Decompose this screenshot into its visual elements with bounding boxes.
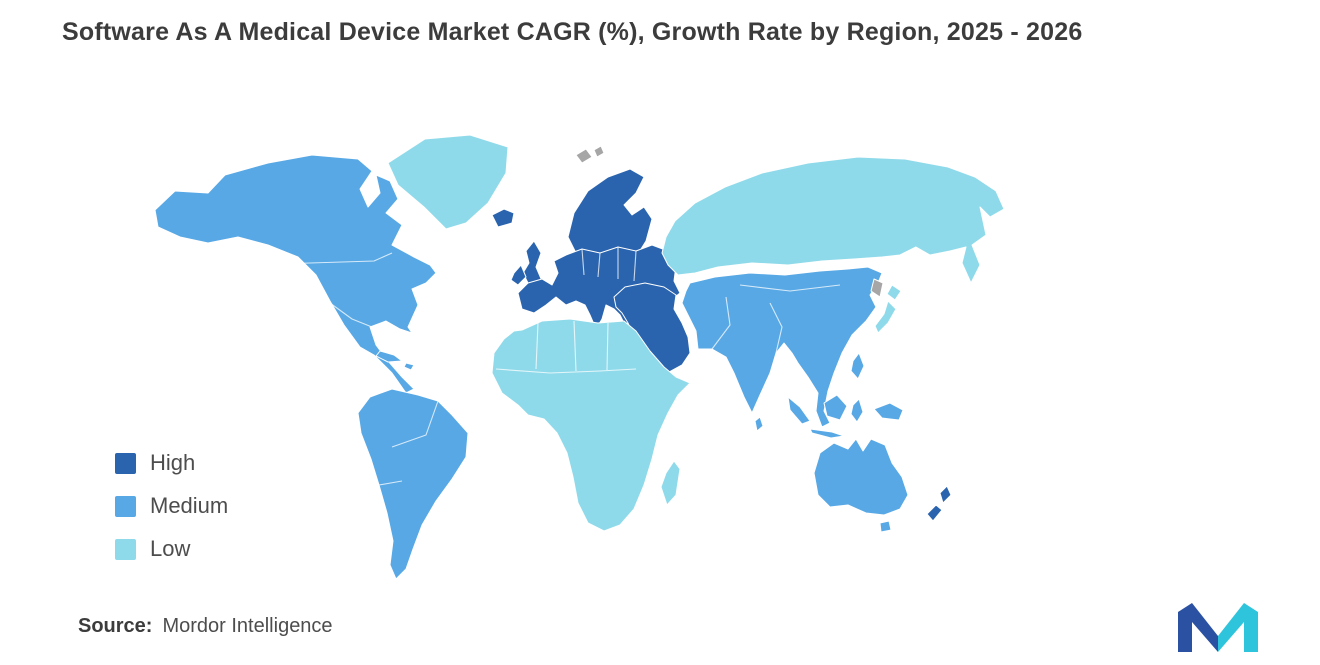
logo-left-diagonal [1192,603,1218,652]
logo-right-bar [1244,603,1258,652]
region-greenland [387,134,509,230]
region-japan-honshu [874,300,897,334]
region-new-zealand-north [939,485,952,504]
region-sri-lanka [754,416,764,432]
source-value: Mordor Intelligence [162,615,333,637]
region-new-guinea [873,402,904,421]
region-asia [681,266,883,428]
source-label: Source: [78,615,153,637]
region-madagascar [660,460,681,506]
region-ireland [510,264,527,286]
legend-label-medium: Medium [150,493,229,518]
region-north-america [154,154,437,394]
region-svalbard-nodata-2 [593,145,605,158]
legend-swatch-low [115,538,136,560]
region-philippines [850,352,865,380]
region-south-america [357,388,469,580]
chart-title: Software As A Medical Device Market CAGR… [62,18,1083,46]
region-new-zealand-south [926,504,943,522]
region-australia [813,438,909,516]
country-borders [241,247,841,486]
region-borneo [823,394,848,421]
legend-swatch-medium [115,495,136,517]
region-russia-north-asia [661,156,1005,284]
logo-left-bar [1178,603,1192,652]
legend: High Medium Low [115,450,228,579]
region-cuba [375,350,403,363]
region-java [809,428,845,439]
world-map [130,115,1030,585]
region-korea-nodata [870,278,884,298]
region-japan-hokkaido [886,284,902,301]
region-middle-east [613,282,691,378]
mordor-intelligence-logo [1176,596,1260,654]
region-sulawesi [850,398,864,423]
region-tasmania [879,520,892,533]
region-svalbard-nodata [575,148,593,164]
source-row: Source: Mordor Intelligence [78,615,333,638]
legend-swatch-high [115,452,136,474]
legend-item-medium: Medium [115,493,228,519]
logo-right-diagonal [1218,603,1244,652]
region-iceland [491,208,515,228]
region-sumatra [787,396,811,425]
legend-label-low: Low [150,536,191,561]
legend-item-low: Low [115,536,228,562]
legend-label-high: High [150,450,196,475]
region-hispaniola [403,362,415,371]
legend-item-high: High [115,450,228,476]
